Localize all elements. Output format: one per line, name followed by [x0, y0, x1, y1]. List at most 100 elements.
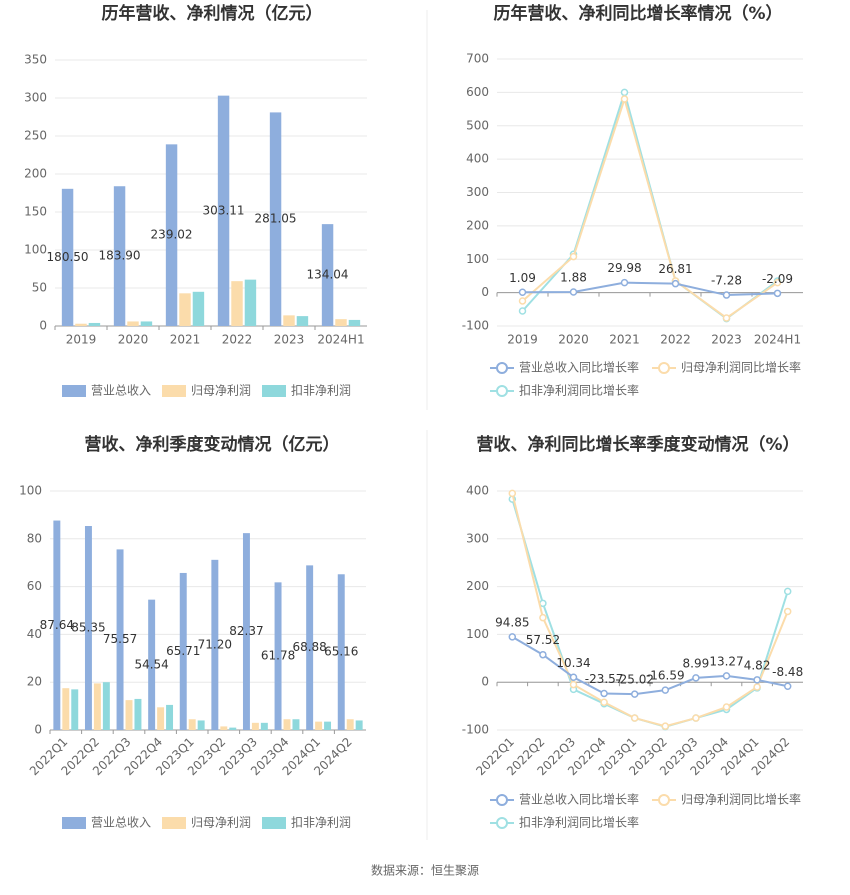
bar [242, 533, 250, 730]
bar [140, 321, 153, 326]
point [753, 676, 761, 684]
bar [337, 574, 345, 730]
line [521, 95, 779, 320]
y-tick-label: 300 [466, 185, 489, 199]
bar [127, 321, 139, 326]
value-label: 8.99 [683, 656, 710, 670]
point [773, 289, 782, 298]
legend-swatch [162, 817, 186, 829]
legend-swatch [162, 385, 186, 397]
legend-label: 归母净利润 [191, 816, 251, 830]
legend-label: 归母净利润同比增长率 [681, 360, 801, 375]
y-tick-label: 60 [27, 579, 42, 593]
point [783, 682, 792, 691]
bar [306, 565, 314, 730]
value-label: 82.37 [229, 624, 263, 638]
bar [165, 144, 178, 326]
value-label: 134.04 [307, 268, 349, 282]
point [539, 650, 547, 659]
value-label: 303.11 [203, 203, 245, 217]
bar [274, 582, 282, 730]
x-tick-label: 2022 [660, 333, 691, 347]
value-label: 75.57 [103, 632, 137, 646]
value-label: 239.02 [151, 228, 193, 242]
legend-marker [658, 362, 670, 374]
y-tick-label: 600 [466, 85, 489, 99]
value-label: -7.28 [711, 274, 742, 288]
bar [335, 319, 347, 326]
y-tick-label: 40 [27, 627, 42, 641]
point [692, 714, 700, 722]
bar [188, 719, 196, 730]
bar [75, 323, 87, 326]
point [773, 278, 782, 287]
legend-swatch [262, 385, 286, 397]
y-tick-label: 350 [24, 53, 47, 67]
point [692, 674, 700, 682]
value-label: -2.09 [762, 272, 793, 286]
bar [134, 698, 142, 730]
bar [71, 689, 79, 730]
y-tick-label: 700 [466, 52, 489, 66]
legend-label: 营业总收入同比增长率 [519, 360, 639, 375]
point [600, 689, 608, 698]
point [630, 714, 639, 722]
value-label: 57.52 [526, 633, 560, 647]
bar [61, 188, 74, 326]
point [569, 680, 578, 689]
legend-label: 归母净利润同比增长率 [681, 792, 801, 807]
value-label: -16.59 [646, 669, 685, 683]
y-tick-label: 200 [466, 218, 489, 232]
value-label: 61.78 [261, 649, 295, 663]
y-tick-label: 150 [24, 205, 47, 219]
legend-marker [496, 817, 508, 829]
chart-title: 营收、净利季度变动情况（亿元） [85, 434, 340, 455]
bar [292, 719, 300, 730]
legend-label: 扣非净利润 [291, 816, 351, 830]
y-tick-label: 250 [24, 129, 47, 143]
x-tick-label: 2019 [507, 333, 538, 347]
bar [251, 722, 259, 730]
point [661, 722, 670, 730]
x-tick-label: 2021 [170, 333, 201, 347]
legend-marker [658, 794, 670, 806]
bar [315, 721, 323, 730]
value-label: 85.35 [71, 621, 105, 635]
bar [148, 599, 156, 730]
bar [324, 721, 332, 730]
y-tick-label: 80 [27, 531, 42, 545]
bar [217, 95, 230, 326]
chart-title: 历年营收、净利情况（亿元） [102, 3, 323, 24]
point [518, 307, 527, 315]
value-label: 29.98 [607, 261, 641, 275]
bar [53, 520, 61, 730]
y-tick-label: 500 [466, 118, 489, 132]
point [722, 703, 731, 711]
bar [192, 291, 205, 326]
bar [260, 722, 268, 730]
point [620, 95, 629, 103]
y-tick-label: 0 [34, 723, 42, 737]
bar [283, 719, 291, 730]
legend-swatch [62, 817, 86, 829]
y-tick-label: -100 [462, 319, 489, 333]
value-label: 13.27 [709, 654, 743, 668]
source: 数据来源：恒生聚源 [371, 863, 479, 878]
bar [157, 707, 165, 730]
bar [231, 281, 243, 326]
value-label: 54.54 [134, 657, 168, 671]
point [722, 314, 731, 322]
bar [321, 224, 334, 326]
bar [296, 316, 309, 326]
value-label: 65.71 [166, 644, 200, 658]
bar [84, 526, 92, 730]
x-tick-label: 2022 [222, 333, 253, 347]
x-tick-label: 2021 [609, 333, 640, 347]
point [518, 288, 527, 297]
point [671, 279, 680, 288]
value-label: 65.16 [324, 645, 358, 659]
y-tick-label: 100 [466, 627, 489, 641]
point [569, 288, 578, 296]
y-tick-label: 100 [466, 252, 489, 266]
